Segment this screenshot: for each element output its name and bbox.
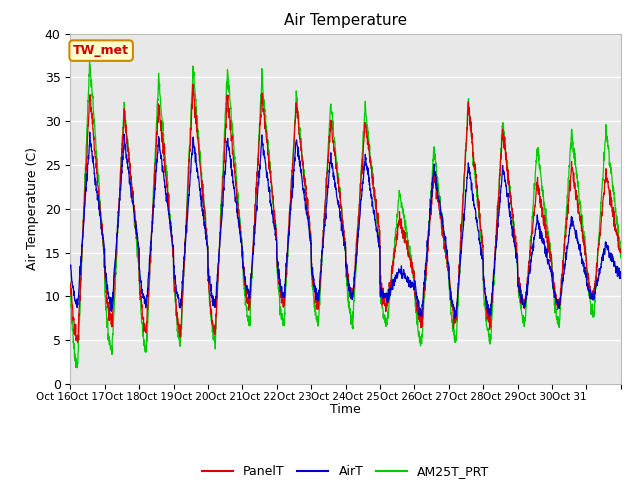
X-axis label: Time: Time: [330, 403, 361, 416]
Legend: PanelT, AirT, AM25T_PRT: PanelT, AirT, AM25T_PRT: [197, 460, 494, 480]
Title: Air Temperature: Air Temperature: [284, 13, 407, 28]
Text: TW_met: TW_met: [73, 44, 129, 57]
Y-axis label: Air Temperature (C): Air Temperature (C): [26, 147, 39, 270]
